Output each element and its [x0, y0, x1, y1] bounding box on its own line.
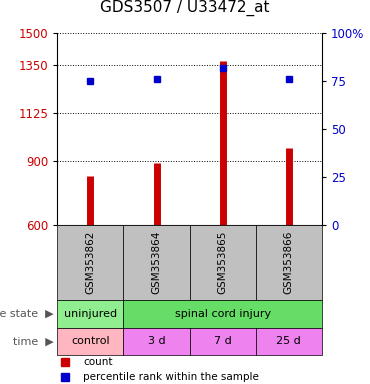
Text: uninjured: uninjured [64, 309, 117, 319]
Text: GSM353866: GSM353866 [284, 231, 294, 294]
Text: percentile rank within the sample: percentile rank within the sample [83, 372, 259, 382]
Text: time  ▶: time ▶ [13, 336, 54, 346]
Text: 25 d: 25 d [276, 336, 301, 346]
Text: GDS3507 / U33472_at: GDS3507 / U33472_at [100, 0, 270, 16]
Text: count: count [83, 358, 113, 367]
Bar [124, 225, 189, 300]
Bar [189, 225, 256, 300]
Text: 3 d: 3 d [148, 336, 165, 346]
Text: GSM353862: GSM353862 [85, 231, 95, 294]
Text: 7 d: 7 d [214, 336, 232, 346]
Bar [124, 328, 189, 355]
Text: GSM353865: GSM353865 [218, 231, 228, 294]
Bar [189, 328, 256, 355]
Bar [57, 300, 124, 328]
Text: spinal cord injury: spinal cord injury [175, 309, 271, 319]
Text: GSM353864: GSM353864 [152, 231, 162, 294]
Text: control: control [71, 336, 110, 346]
Bar [256, 328, 322, 355]
Bar [124, 300, 322, 328]
Text: disease state  ▶: disease state ▶ [0, 309, 54, 319]
Bar [57, 225, 124, 300]
Bar [57, 328, 124, 355]
Bar [256, 225, 322, 300]
